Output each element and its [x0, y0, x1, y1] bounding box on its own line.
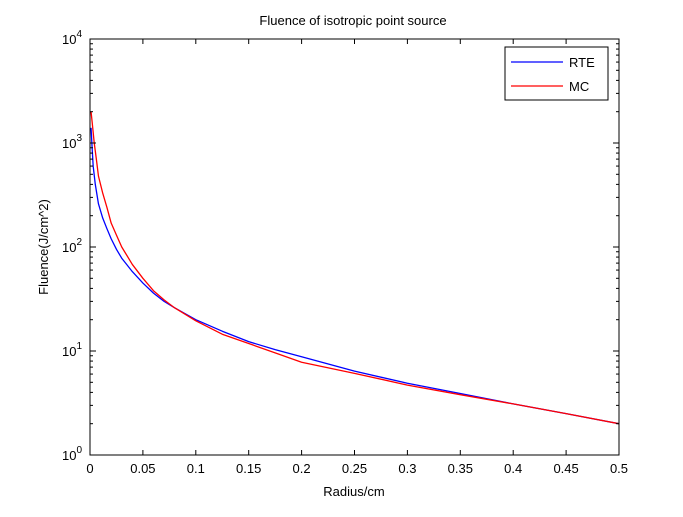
- legend-label-rte: RTE: [569, 55, 595, 70]
- series-line-mc: [90, 111, 619, 425]
- y-tick-label: 101: [62, 341, 82, 359]
- series-line-rte: [90, 127, 619, 425]
- legend: RTE MC: [504, 46, 609, 101]
- x-tick-label: 0.25: [342, 461, 367, 476]
- legend-box: [504, 46, 609, 101]
- x-tick-label: 0.1: [187, 461, 205, 476]
- x-tick-label: 0.45: [553, 461, 578, 476]
- x-tick-label: 0.3: [398, 461, 416, 476]
- y-axis-label: Fluence(J/cm^2): [36, 199, 51, 295]
- y-tick-label: 100: [62, 445, 82, 463]
- plot-area: [90, 39, 619, 455]
- plot-frame: [89, 38, 620, 456]
- y-tick-label: 102: [62, 237, 82, 255]
- x-tick-label: 0.2: [293, 461, 311, 476]
- x-tick-label: 0.35: [448, 461, 473, 476]
- x-tick-label: 0.5: [610, 461, 628, 476]
- y-tick-label: 103: [62, 133, 82, 151]
- legend-label-mc: MC: [569, 79, 589, 94]
- x-tick-label: 0.05: [130, 461, 155, 476]
- x-tick-label: 0.4: [504, 461, 522, 476]
- x-tick-label: 0.15: [236, 461, 261, 476]
- x-axis-label: Radius/cm: [323, 484, 384, 499]
- x-tick-label: 0: [86, 461, 93, 476]
- y-tick-label: 104: [62, 29, 82, 47]
- chart-title: Fluence of isotropic point source: [259, 13, 446, 28]
